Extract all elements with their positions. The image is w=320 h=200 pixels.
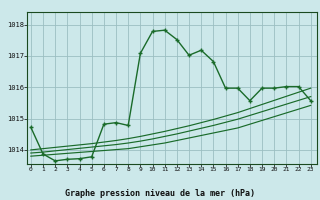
Text: Graphe pression niveau de la mer (hPa): Graphe pression niveau de la mer (hPa): [65, 189, 255, 198]
